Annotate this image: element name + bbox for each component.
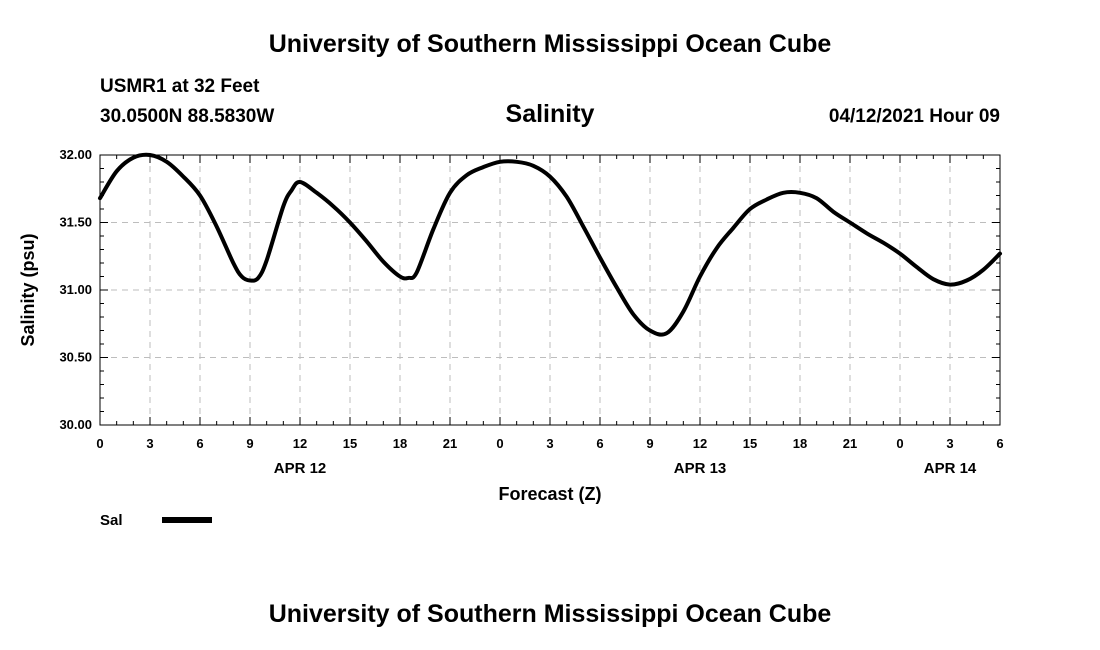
y-tick-label: 30.00 <box>59 417 92 432</box>
grid <box>100 155 1000 425</box>
x-tick-label: 12 <box>293 436 307 451</box>
x-axis-label: Forecast (Z) <box>498 484 601 504</box>
station-label: USMR1 at 32 Feet <box>100 76 260 97</box>
x-tick-label: 15 <box>743 436 757 451</box>
y-tick-label: 31.00 <box>59 282 92 297</box>
y-axis-label: Salinity (psu) <box>18 233 38 346</box>
x-tick-label: 0 <box>96 436 103 451</box>
chart-title: Salinity <box>505 100 595 128</box>
x-tick-label: 18 <box>793 436 807 451</box>
x-tick-label: 21 <box>843 436 857 451</box>
tick-labels: 0 3 6 9 12 15 18 21 0 3 6 9 12 15 18 21 0 3 6 30.00 30.50 31.… <box>59 147 1003 477</box>
x-tick-label: 6 <box>196 436 203 451</box>
x-tick-label: 3 <box>946 436 953 451</box>
y-tick-label: 31.50 <box>59 215 92 230</box>
station-coordinates: 30.0500N 88.5830W <box>100 106 275 127</box>
x-tick-label: 18 <box>393 436 407 451</box>
x-tick-label: 6 <box>996 436 1003 451</box>
x-tick-label: 0 <box>896 436 903 451</box>
axis-ticks <box>99 154 1001 426</box>
x-tick-label: 6 <box>596 436 603 451</box>
x-tick-label: 15 <box>343 436 357 451</box>
forecast-datetime: 04/12/2021 Hour 09 <box>828 106 1000 127</box>
date-label: APR 12 <box>274 460 327 477</box>
x-tick-label: 3 <box>146 436 153 451</box>
x-tick-label: 3 <box>546 436 553 451</box>
date-label: APR 14 <box>924 460 977 477</box>
footer-title: University of Southern Mississippi Ocean… <box>268 600 832 628</box>
x-tick-label: 9 <box>646 436 653 451</box>
x-tick-label: 12 <box>693 436 707 451</box>
series-line-sal <box>98 152 1002 337</box>
page-title: University of Southern Mississippi Ocean… <box>268 30 832 58</box>
x-tick-label: 21 <box>443 436 457 451</box>
y-tick-label: 30.50 <box>59 350 92 365</box>
x-tick-label: 9 <box>246 436 253 451</box>
x-tick-label: 0 <box>496 436 503 451</box>
date-label: APR 13 <box>674 460 727 477</box>
legend-label: Sal <box>100 512 123 529</box>
y-tick-label: 32.00 <box>59 147 92 162</box>
